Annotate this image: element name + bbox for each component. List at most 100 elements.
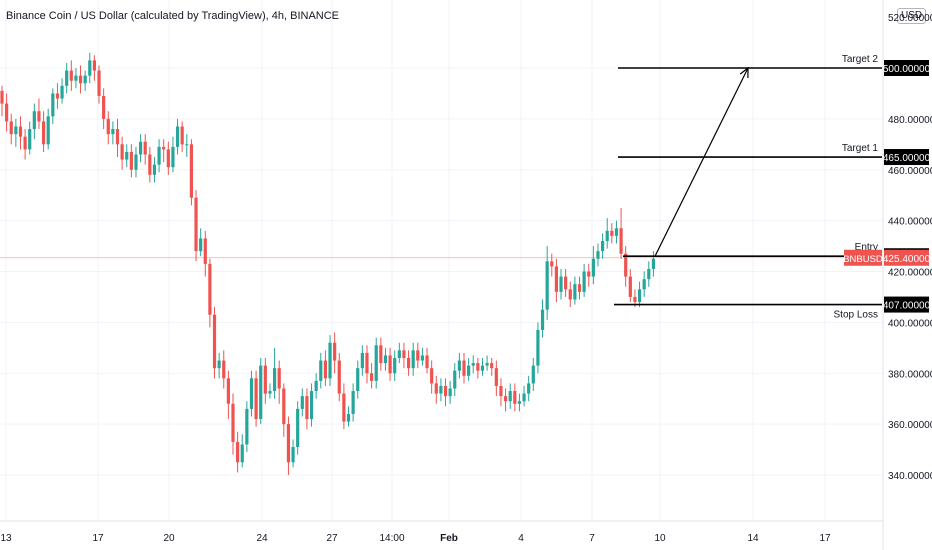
time-tick-label: Feb xyxy=(440,533,458,544)
projection-arrow-line[interactable] xyxy=(654,67,749,257)
candle-body xyxy=(457,360,461,371)
candle-body xyxy=(550,261,554,267)
candle-body xyxy=(37,111,41,122)
candle-body xyxy=(443,385,448,397)
candle-body xyxy=(374,345,378,381)
candle-body xyxy=(300,396,304,409)
time-tick-label: 24 xyxy=(256,533,268,544)
candle-body xyxy=(333,342,337,361)
candle-body xyxy=(259,365,263,420)
candle-body xyxy=(610,230,614,236)
candle-body xyxy=(601,240,605,252)
candle-body xyxy=(152,164,157,175)
candle-body xyxy=(291,447,295,463)
time-tick-label: 14 xyxy=(747,533,759,544)
symbol-badge-text: BNBUSD xyxy=(843,254,883,265)
level-label: Entry xyxy=(855,242,878,253)
candle-body xyxy=(651,258,656,269)
candle-body xyxy=(88,60,92,76)
candle-body xyxy=(554,266,558,292)
candle-body xyxy=(448,388,452,397)
candle-body xyxy=(342,393,346,422)
candle-body xyxy=(628,276,632,297)
candle-body xyxy=(129,151,133,170)
candle-body xyxy=(323,360,327,379)
candle-body xyxy=(360,352,364,369)
level-price-badge-text: 500.00000 xyxy=(883,64,931,75)
candle-body xyxy=(236,441,240,463)
candle-body xyxy=(92,60,96,71)
candle-body xyxy=(365,352,369,374)
candle-body xyxy=(314,380,318,392)
candle-body xyxy=(296,408,300,448)
candle-body xyxy=(222,360,226,379)
levels[interactable]: Target 2 Target 1 Entry Stop Loss xyxy=(0,54,882,321)
candle-body xyxy=(51,93,55,117)
candle-body xyxy=(305,396,309,420)
candle-body xyxy=(226,378,230,404)
candle-body xyxy=(212,314,217,369)
candle-body xyxy=(111,129,115,135)
candle-body xyxy=(480,365,485,371)
candle-body xyxy=(286,424,291,463)
candle-body xyxy=(425,355,429,369)
candle-body xyxy=(166,149,170,168)
candle-body xyxy=(5,103,9,122)
candle-body xyxy=(328,342,332,379)
time-tick-label: 20 xyxy=(163,533,175,544)
candle-body xyxy=(74,75,78,81)
candle-body xyxy=(157,146,161,165)
candle-body xyxy=(254,378,258,420)
candle-body xyxy=(120,144,124,160)
candle-body xyxy=(624,253,628,277)
symbol-badge xyxy=(844,249,882,266)
candle-body xyxy=(490,363,494,369)
candle-body xyxy=(337,360,341,394)
candle-body xyxy=(416,350,420,361)
candle-body xyxy=(522,393,526,402)
candle-body xyxy=(97,70,101,96)
candle-body xyxy=(503,396,508,402)
candle-body xyxy=(633,296,637,303)
price-tick-label: 460.00000 xyxy=(888,166,932,177)
candle-body xyxy=(559,276,563,292)
candle-body xyxy=(582,271,586,292)
current-price-badge xyxy=(884,249,929,266)
candle-body xyxy=(596,251,600,259)
candle-body xyxy=(162,146,166,150)
candle-body xyxy=(379,345,383,364)
candle-body xyxy=(485,363,489,366)
candle-body xyxy=(545,261,549,310)
candle-body xyxy=(9,121,13,135)
candle-body xyxy=(18,126,23,137)
candle-body xyxy=(14,126,18,135)
candle-body xyxy=(351,391,355,414)
time-tick-label: 4 xyxy=(518,533,524,544)
price-tick-label: 380.00000 xyxy=(888,369,932,380)
chart-title: Binance Coin / US Dollar (calculated by … xyxy=(6,10,340,22)
candle-body xyxy=(642,279,646,290)
time-tick-label: 10 xyxy=(654,533,666,544)
currency-selector[interactable]: USD xyxy=(897,8,927,24)
candle-body xyxy=(125,151,129,160)
candle-body xyxy=(78,75,83,84)
level-label: Stop Loss xyxy=(834,310,878,321)
candle-body xyxy=(499,385,503,397)
level-price-badge xyxy=(884,60,929,76)
price-tick-label: 480.00000 xyxy=(888,115,932,126)
candle-body xyxy=(393,357,397,374)
candle-body xyxy=(139,141,143,155)
price-tick-label: 420.00000 xyxy=(888,268,932,279)
level-label: Target 2 xyxy=(842,54,879,65)
candle-body xyxy=(83,75,87,84)
candle-body xyxy=(517,401,522,404)
candle-body xyxy=(605,230,609,241)
price-tick-label: 520.00000 xyxy=(888,13,932,24)
candle-body xyxy=(65,70,69,86)
time-tick-label: 27 xyxy=(326,533,338,544)
candle-body xyxy=(462,360,466,376)
candle-body xyxy=(171,146,175,168)
candle-body xyxy=(587,271,591,277)
